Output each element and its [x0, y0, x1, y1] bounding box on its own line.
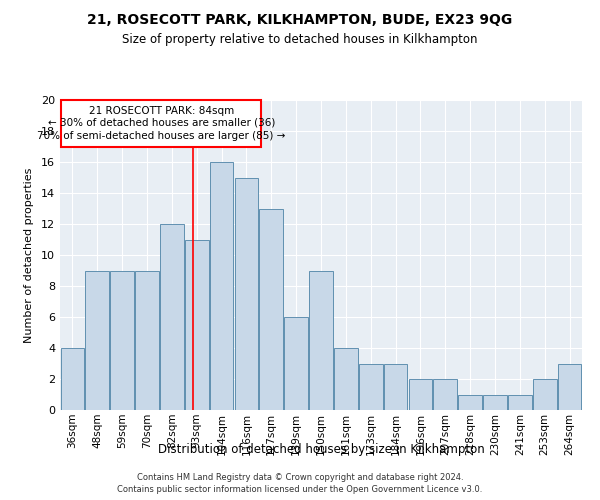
Bar	[259, 208, 283, 410]
Bar	[160, 224, 184, 410]
Bar	[409, 379, 432, 410]
Bar	[135, 270, 159, 410]
Bar	[110, 270, 134, 410]
Text: Distribution of detached houses by size in Kilkhampton: Distribution of detached houses by size …	[158, 442, 484, 456]
Bar	[210, 162, 233, 410]
Text: ← 30% of detached houses are smaller (36): ← 30% of detached houses are smaller (36…	[47, 118, 275, 128]
Bar	[483, 394, 507, 410]
Bar	[61, 348, 84, 410]
Text: 21, ROSECOTT PARK, KILKHAMPTON, BUDE, EX23 9QG: 21, ROSECOTT PARK, KILKHAMPTON, BUDE, EX…	[88, 12, 512, 26]
Bar	[533, 379, 557, 410]
Text: Contains public sector information licensed under the Open Government Licence v3: Contains public sector information licen…	[118, 485, 482, 494]
Bar	[334, 348, 358, 410]
Bar	[458, 394, 482, 410]
Bar	[508, 394, 532, 410]
Bar	[384, 364, 407, 410]
Text: Size of property relative to detached houses in Kilkhampton: Size of property relative to detached ho…	[122, 32, 478, 46]
Y-axis label: Number of detached properties: Number of detached properties	[24, 168, 34, 342]
FancyBboxPatch shape	[61, 100, 262, 146]
Bar	[85, 270, 109, 410]
Bar	[359, 364, 383, 410]
Bar	[235, 178, 258, 410]
Bar	[558, 364, 581, 410]
Bar	[433, 379, 457, 410]
Text: Contains HM Land Registry data © Crown copyright and database right 2024.: Contains HM Land Registry data © Crown c…	[137, 472, 463, 482]
Bar	[309, 270, 333, 410]
Text: 70% of semi-detached houses are larger (85) →: 70% of semi-detached houses are larger (…	[37, 130, 286, 140]
Bar	[185, 240, 209, 410]
Text: 21 ROSECOTT PARK: 84sqm: 21 ROSECOTT PARK: 84sqm	[89, 106, 234, 116]
Bar	[284, 317, 308, 410]
